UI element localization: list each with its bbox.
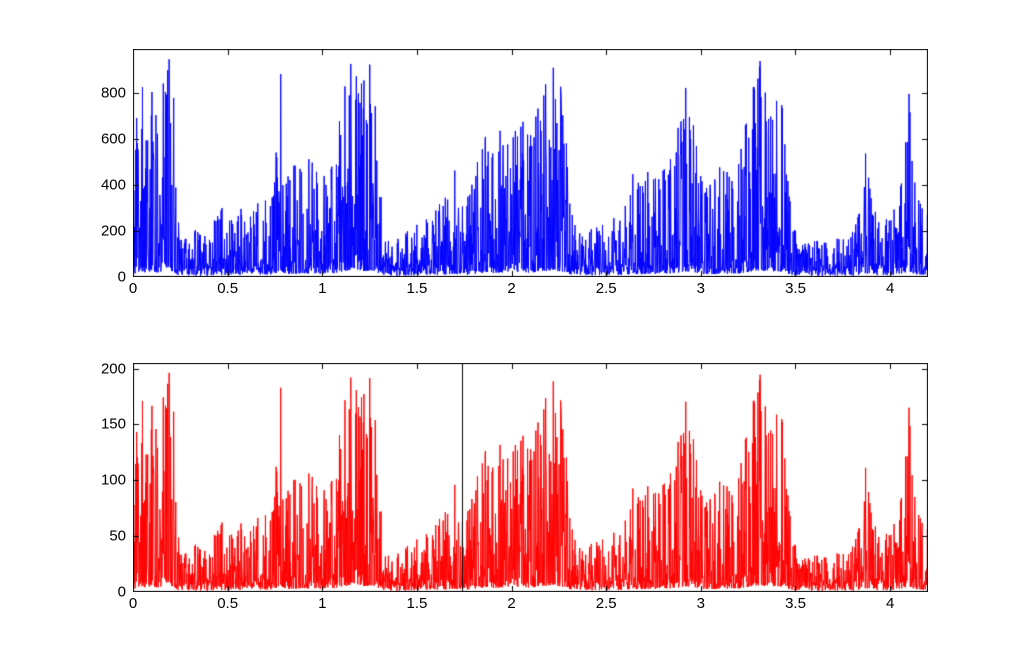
x-tick-label: 2.5 [595,595,617,612]
x-tick-label: 2.5 [595,280,617,297]
y-tick-label: 600 [100,130,126,148]
bottom-signal-plot: 0 0.5 1 1.5 2 2.5 3 3.5 4 0 50 100 150 200 [101,361,928,611]
x-tick-label: 0 [128,280,138,297]
x-tick-label: 2 [507,280,516,297]
y-tick-label: 100 [100,471,126,489]
y-tick-label: 50 [109,527,126,545]
x-tick-label: 0.5 [217,595,239,612]
x-tick-label: 3.5 [785,595,806,612]
x-tick-label: 0.5 [217,280,239,297]
x-tick-label: 1.5 [406,595,428,612]
y-tick-label: 150 [100,415,126,433]
x-tick-label: 1 [318,595,327,612]
x-tick-label: 3.5 [785,280,806,297]
x-tick-label: 1 [318,280,327,297]
x-tick-label: 3 [696,280,706,297]
x-tick-label: 2 [507,595,516,612]
top-signal-canvas [133,49,928,277]
x-tick-label: 0 [128,595,138,612]
y-tick-label: 800 [100,84,126,102]
x-tick-label: 4 [885,595,895,612]
y-tick-label: 400 [100,176,126,194]
y-tick-label: 0 [117,268,126,286]
x-tick-label: 1.5 [406,280,428,297]
y-tick-label: 200 [100,360,126,378]
y-tick-label: 0 [117,583,126,601]
top-signal-plot: 0 0.5 1 1.5 2 2.5 3 3.5 4 0 200 400 600 800 [101,49,928,296]
x-tick-label: 3 [696,595,706,612]
x-tick-label: 4 [885,280,895,297]
bottom-signal-canvas [133,363,928,592]
y-tick-label: 200 [100,222,126,240]
